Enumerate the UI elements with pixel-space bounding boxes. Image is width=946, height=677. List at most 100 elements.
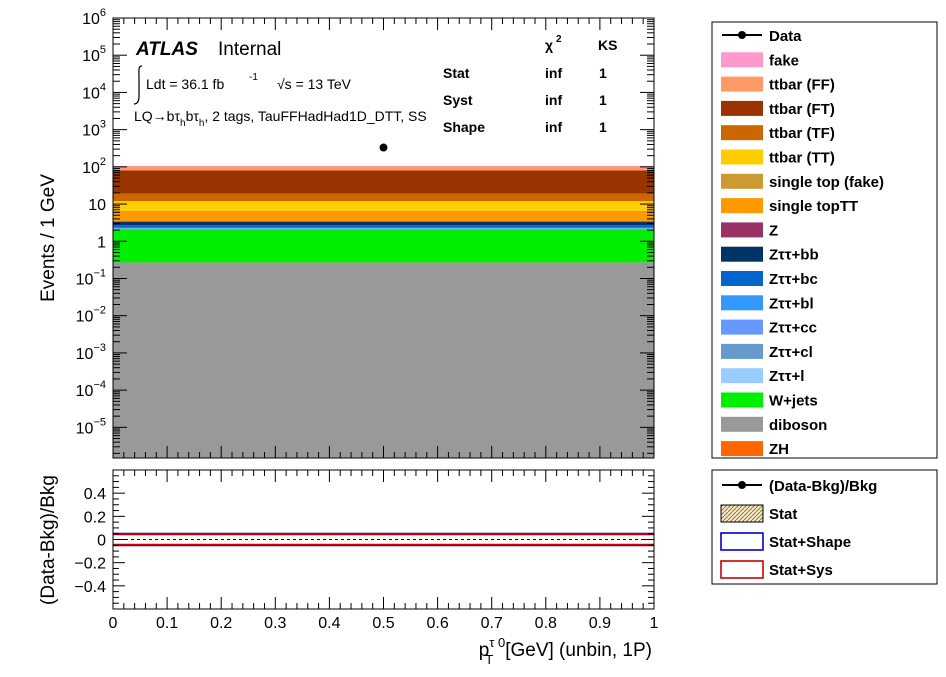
y-tick-base: 10 (88, 197, 106, 214)
y-tick-base: 10 (82, 11, 100, 28)
legend-marker-dot (738, 31, 746, 39)
y-tick-label: 10−3 (76, 342, 106, 363)
legend-swatch (721, 441, 763, 457)
stats-row-ks: 1 (599, 92, 607, 108)
y-tick-label: 10 (88, 197, 106, 214)
legend-label: Stat+Sys (769, 562, 833, 579)
channel-tail: , 2 tags, TauFFHadHad1D_DTT, SS (204, 108, 426, 124)
stack-Zττ+cl (113, 228, 654, 230)
legend-entry: ttbar (TT) (721, 149, 835, 167)
data-point (379, 143, 388, 152)
stats-header-ks: KS (598, 37, 617, 53)
x-axis-label-p: p (479, 640, 490, 661)
stack-ttbar (TF) (113, 193, 654, 202)
legend-swatch (720, 560, 764, 579)
legend-entry: (Data-Bkg)/Bkg (722, 478, 877, 495)
x-axis-label: pτ 0 T [GeV] (unbin, 1P) (479, 635, 652, 667)
stats-header-chi2: χ (545, 37, 553, 53)
x-axis-label-sub: T (485, 652, 493, 667)
y-tick-exponent: −4 (93, 379, 106, 391)
legend-label: Zττ+bc (769, 271, 818, 288)
legend-label: ttbar (FF) (769, 77, 835, 94)
legend-swatch (721, 125, 763, 141)
ratio-x-axis: 0 0.1 0.2 0.3 0.4 0.5 0.6 0.7 0.8 0.9 1 (109, 470, 659, 632)
stack-single topTT (113, 211, 654, 222)
legend-entry: Zττ+bc (721, 271, 818, 288)
legend-swatch (720, 504, 764, 523)
legend-label: ttbar (FT) (769, 101, 835, 118)
x-tick-label: 0.2 (210, 615, 232, 632)
legend-entry: single topTT (721, 198, 858, 215)
y-tick-label: 105 (82, 44, 106, 65)
legend-label: ttbar (TF) (769, 125, 835, 142)
x-tick-label: 0.7 (481, 615, 503, 632)
legend-entry: Zττ+l (721, 368, 804, 385)
y-tick-exponent: −2 (93, 305, 106, 317)
legend-entry: Stat+Sys (720, 560, 833, 579)
y-tick-label: 103 (82, 119, 106, 140)
legend-label: fake (769, 52, 799, 69)
ratio-y-tick-label: 0.2 (84, 509, 106, 526)
lumi-text: Ldt = 36.1 fb (146, 76, 224, 92)
legend-label: Stat (769, 506, 797, 523)
stack-fake (113, 165, 654, 167)
legend-swatch (721, 295, 763, 311)
channel-sub-h2: h (199, 118, 205, 129)
y-tick-exponent: 5 (100, 44, 106, 56)
energy-text: √s = 13 TeV (277, 76, 352, 92)
legend-entry: Stat (720, 504, 797, 523)
legend-entry: ttbar (FT) (721, 100, 835, 118)
legend-entry: single top (fake) (721, 173, 884, 191)
x-tick-label: 0.9 (589, 615, 611, 632)
y-tick-base: 10 (76, 271, 94, 288)
legend-label: single topTT (769, 198, 858, 215)
channel-label: LQ→bτhbτh, 2 tags, TauFFHadHad1D_DTT, SS (134, 108, 427, 129)
legend-swatch (721, 52, 763, 68)
channel-sub-h1: h (180, 118, 186, 129)
stack-diboson (113, 262, 654, 458)
ratio-y-axis-label: (Data-Bkg)/Bkg (38, 475, 59, 605)
legend-main-box (711, 21, 938, 459)
legend-swatch (721, 416, 763, 432)
ratio-y-tick-label: −0.4 (74, 579, 106, 596)
legend-ratio: (Data-Bkg)/Bkg Stat Stat+Shape Stat+Sys (720, 478, 877, 579)
legend-label: (Data-Bkg)/Bkg (769, 478, 877, 495)
legend-label: Zττ+bl (769, 295, 814, 312)
main-data-points (379, 143, 388, 152)
legend-swatch (721, 76, 763, 92)
x-tick-label: 0.5 (372, 615, 394, 632)
legend-entry: ZH (721, 441, 789, 458)
legend-entry: Stat+Shape (720, 532, 851, 551)
legend-label: Z (769, 222, 778, 239)
legend-label: Zττ+bb (769, 247, 819, 264)
x-tick-label: 1 (650, 615, 659, 632)
ratio-y-tick-label: 0 (97, 533, 106, 550)
y-tick-exponent: 3 (100, 119, 106, 131)
y-tick-label: 106 (82, 7, 106, 28)
legend-entry: W+jets (721, 392, 818, 410)
stack-Zττ+cc (113, 228, 654, 229)
legend-label: single top (fake) (769, 174, 884, 191)
stats-row-chi2: inf (545, 65, 562, 81)
stats-table: χ 2 KS Stat inf 1 Syst inf 1 Shape inf 1 (443, 34, 617, 135)
stack-Z (113, 221, 654, 223)
x-axis-label-sup: τ 0 (489, 635, 505, 650)
y-tick-label: 1 (97, 234, 106, 251)
stack-single top (fake) (113, 210, 654, 212)
legend-entry: ttbar (TF) (721, 125, 835, 142)
main-x-ticks (112, 18, 655, 458)
stats-row-ks: 1 (599, 119, 607, 135)
y-tick-label: 10−4 (76, 379, 106, 400)
ratio-y-tick-label: −0.2 (74, 556, 106, 573)
legend-marker-dot (738, 481, 746, 489)
y-tick-exponent: −1 (93, 267, 106, 279)
stats-row-label: Shape (443, 119, 485, 135)
stats-row-label: Stat (443, 65, 470, 81)
legend-entry: Zττ+bl (721, 295, 814, 312)
legend-swatch (721, 222, 763, 238)
y-tick-base: 1 (97, 234, 106, 251)
y-tick-base: 10 (82, 123, 100, 140)
legend-label: Zττ+cl (769, 344, 813, 361)
legend-entry: fake (721, 52, 799, 69)
legend-main: Data fake ttbar (FF) ttbar (FT) ttbar (TF) tt… (721, 28, 884, 458)
